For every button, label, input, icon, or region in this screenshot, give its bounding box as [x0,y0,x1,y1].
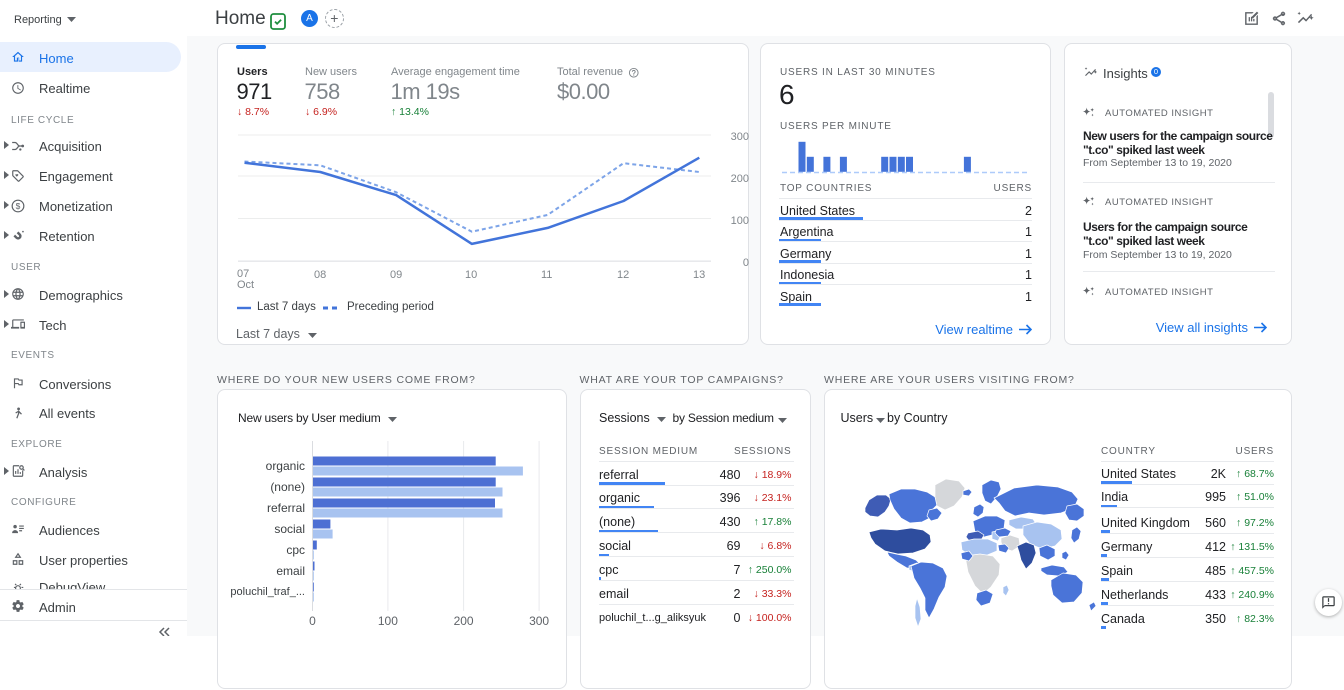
svg-text:$: $ [16,200,21,210]
